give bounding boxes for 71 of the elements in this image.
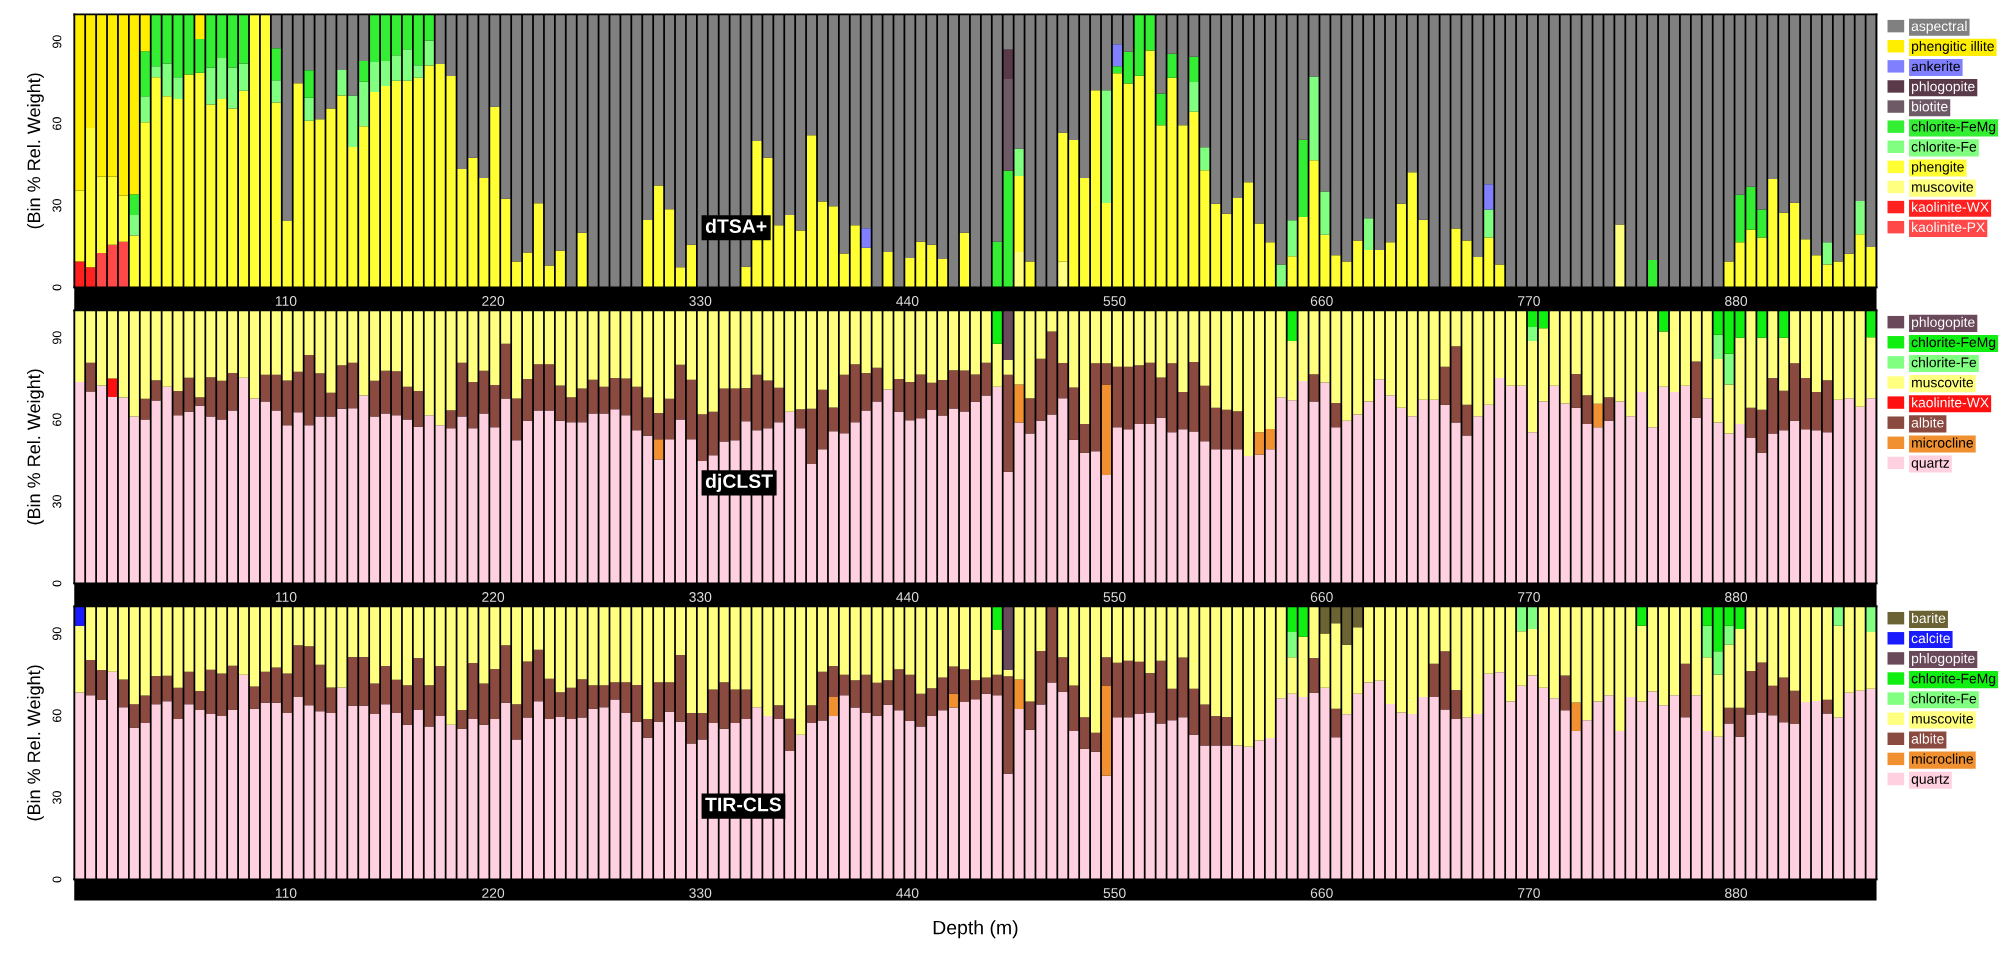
- legend-label: kaolinite-PX: [1912, 221, 1985, 233]
- legend-label: phlogopite: [1912, 653, 1975, 667]
- x-tick-label: 660: [1310, 296, 1333, 306]
- x-axis-title: Depth (m): [933, 920, 1018, 939]
- legend-label: phlogopite: [1912, 81, 1975, 95]
- x-tick-label: 440: [896, 592, 919, 602]
- legend-label: phengitic illite: [1912, 40, 1994, 54]
- legend-label: barite: [1912, 612, 1946, 624]
- x-tick-label: 770: [1518, 592, 1540, 602]
- legend-label: microcline: [1912, 437, 1974, 448]
- text: kaolinite-WX: [1912, 397, 1989, 408]
- x-tick-label: 880: [1725, 888, 1748, 898]
- legend-label: quartz: [1911, 458, 1950, 471]
- text: muscovite: [1912, 377, 1974, 388]
- legend-label: albite: [1911, 733, 1944, 744]
- x-tick-label: 880: [1725, 296, 1748, 306]
- x-tick-label: 220: [482, 888, 505, 898]
- text: chlorite-Fe: [1911, 357, 1977, 368]
- legend-label: phengite: [1912, 161, 1964, 175]
- legend-label: chlorite-Fe: [1911, 141, 1977, 152]
- x-tick-label: 110: [275, 888, 297, 898]
- y-axis-title: (Bin % Rel. Weight): [27, 73, 44, 229]
- y-tick-label: 90: [52, 331, 62, 345]
- y-tick-label: 0: [52, 284, 62, 291]
- legend-label: microcline: [1912, 753, 1974, 764]
- x-tick-label: 330: [689, 296, 712, 306]
- x-tick-label: 550: [1103, 888, 1126, 898]
- x-tick-label: 330: [689, 592, 712, 602]
- x-tick-label: 660: [1310, 888, 1333, 898]
- x-tick-label: 660: [1310, 592, 1333, 602]
- legend-label: chlorite-Fe: [1911, 693, 1977, 704]
- legend-label: aspectral: [1911, 20, 1967, 34]
- x-tick-label: 770: [1518, 888, 1540, 898]
- y-tick-label: 90: [52, 35, 62, 49]
- annotation: dTSA+: [705, 218, 767, 233]
- y-tick-label: 0: [52, 580, 62, 587]
- x-tick-label: 440: [896, 296, 919, 306]
- y-tick-label: 0: [52, 876, 62, 883]
- legend-label: quartz: [1911, 774, 1950, 787]
- x-tick-label: 220: [482, 592, 505, 602]
- x-tick-label: 550: [1103, 296, 1126, 306]
- y-tick-label: 60: [52, 413, 62, 426]
- legend-label: chlorite-FeMg: [1911, 673, 1996, 687]
- legend-label: muscovite: [1912, 181, 1974, 192]
- x-tick-label: 880: [1725, 592, 1748, 602]
- y-tick-label: 30: [52, 495, 62, 508]
- x-tick-label: 220: [482, 296, 505, 306]
- y-tick-label: 60: [52, 117, 62, 130]
- y-tick-label: 90: [52, 627, 62, 641]
- y-tick-label: 30: [52, 199, 62, 212]
- x-tick-label: 550: [1103, 592, 1126, 602]
- y-tick-label: 30: [52, 791, 62, 805]
- x-tick-label: 770: [1518, 296, 1540, 306]
- legend-label: biotite: [1912, 101, 1948, 112]
- y-tick-label: 60: [52, 709, 62, 722]
- x-tick-label: 110: [275, 592, 297, 602]
- legend-label: chlorite-FeMg: [1911, 121, 1996, 135]
- legend-label: chlorite-FeMg: [1911, 336, 1996, 350]
- legend-label: kaolinite-WX: [1912, 201, 1989, 212]
- y-axis-title: (Bin % Rel. Weight): [27, 369, 44, 525]
- annotation: TIR-CLS: [705, 797, 781, 812]
- legend-label: calcite: [1911, 632, 1950, 644]
- y-axis-title: (Bin % Rel. Weight): [27, 665, 44, 821]
- legend-label: albite: [1911, 417, 1944, 428]
- x-tick-label: 440: [896, 888, 919, 898]
- legend-label: ankerite: [1911, 61, 1960, 72]
- x-tick-label: 330: [689, 888, 712, 898]
- x-tick-label: 110: [275, 296, 297, 306]
- legend-label: muscovite: [1912, 713, 1974, 724]
- text: phlogopite: [1912, 316, 1975, 330]
- annotation: djCLST: [705, 473, 773, 492]
